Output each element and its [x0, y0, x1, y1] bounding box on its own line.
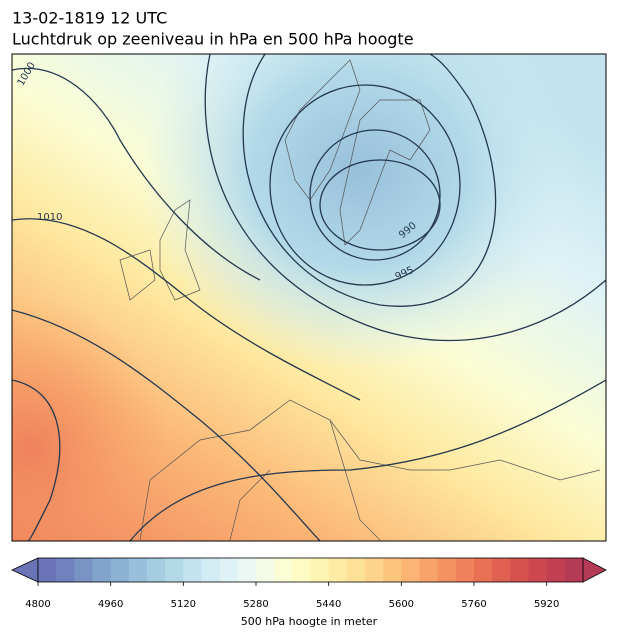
colorbar-segment	[492, 558, 511, 582]
colorbar-extend-low	[11, 557, 39, 583]
colorbar-tick-label: 4960	[98, 599, 123, 610]
colorbar-segment	[346, 558, 366, 582]
colorbar-segment	[292, 558, 311, 582]
colorbar-tick-label: 5280	[243, 599, 268, 610]
colorbar-segment	[256, 558, 275, 582]
colorbar-segment	[110, 558, 130, 582]
colorbar-segment	[419, 558, 438, 582]
colorbar-segment	[328, 558, 348, 582]
colorbar-segment	[310, 558, 329, 582]
colorbar-extend-high	[582, 557, 607, 583]
colorbar-segment	[38, 558, 57, 582]
map-frame	[11, 53, 607, 542]
colorbar-tick-label: 5600	[389, 599, 414, 610]
title: 13-02-1819 12 UTC	[12, 9, 167, 28]
colorbar-segment	[474, 558, 493, 582]
colorbar-segment	[274, 558, 293, 582]
colorbar-segment	[165, 558, 184, 582]
colorbar-tick-label: 5440	[316, 599, 341, 610]
colorbar-frame	[37, 557, 584, 583]
colorbar-segment	[183, 558, 202, 582]
colorbar-segment	[74, 558, 93, 582]
colorbar-segment	[510, 558, 529, 582]
colorbar-segment	[128, 558, 148, 582]
colorbar-segment	[455, 558, 475, 582]
colorbar-segment	[201, 558, 220, 582]
colorbar-segment	[56, 558, 75, 582]
colorbar-segment	[401, 558, 420, 582]
colorbar-segment	[147, 558, 166, 582]
colorbar: 4800 4960 5120 5280 5440 5600 5760 5920	[11, 557, 607, 610]
colorbar-segment	[92, 558, 111, 582]
colorbar-segment	[546, 558, 566, 582]
colorbar-tick-label: 5920	[534, 599, 559, 610]
subtitle: Luchtdruk op zeeniveau in hPa en 500 hPa…	[12, 30, 414, 49]
colorbar-tick-label: 4800	[25, 599, 50, 610]
colorbar-segment	[564, 558, 584, 582]
colorbar-segment	[437, 558, 457, 582]
map: 1000 1010 990 995	[12, 54, 606, 541]
colorbar-segment	[528, 558, 547, 582]
colorbar-label: 500 hPa hoogte in meter	[241, 615, 378, 628]
colorbar-segment	[237, 558, 257, 582]
contour-label: 1010	[37, 212, 62, 223]
colorbar-segment	[383, 558, 402, 582]
colorbar-tick-label: 5760	[461, 599, 486, 610]
colorbar-segment	[365, 558, 384, 582]
colorbar-tick-label: 5120	[171, 599, 196, 610]
colorbar-segment	[219, 558, 239, 582]
